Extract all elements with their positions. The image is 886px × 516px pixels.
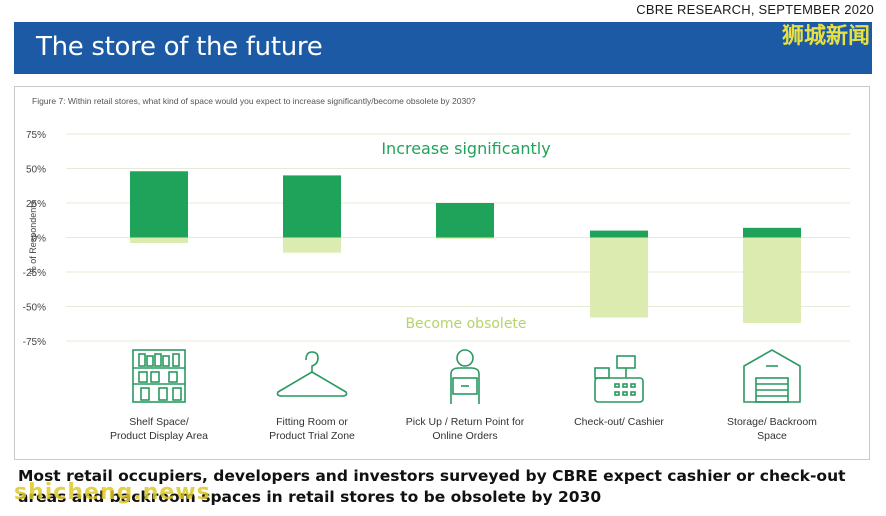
warehouse-icon xyxy=(743,349,801,403)
y-tick-label: -75% xyxy=(23,337,46,348)
bar-increase xyxy=(436,203,494,238)
annotation-obsolete: Become obsolete xyxy=(405,316,526,332)
bar-obsolete xyxy=(743,237,801,324)
bar-obsolete xyxy=(283,237,341,253)
article-caption: Most retail occupiers, developers and in… xyxy=(18,467,846,506)
bar-increase xyxy=(283,175,341,238)
category-label: Pick Up / Return Point for xyxy=(406,416,525,428)
category-label: Shelf Space/ xyxy=(129,416,189,428)
bar-increase xyxy=(743,227,801,238)
bar-increase xyxy=(590,230,648,238)
category-label: Online Orders xyxy=(432,430,497,442)
title-banner: The store of the future xyxy=(14,22,872,74)
watermark-url: shicheng.news xyxy=(14,480,211,505)
bar-increase xyxy=(130,171,188,238)
y-tick-label: -50% xyxy=(23,303,46,314)
figure-frame xyxy=(14,86,870,460)
category-label: Storage/ Backroom xyxy=(727,416,817,428)
y-tick-label: 75% xyxy=(26,130,46,141)
cash-register-icon xyxy=(594,355,644,403)
y-tick-label: 25% xyxy=(26,199,46,210)
delivery-person-icon xyxy=(450,349,480,404)
bar-chart: 75% 50% 25% 0% -25% -50% -75% % of Respondents I… xyxy=(23,130,850,442)
figure-caption: Figure 7: Within retail stores, what kin… xyxy=(32,96,476,106)
source-label: CBRE RESEARCH, SEPTEMBER 2020 xyxy=(636,2,874,17)
category-label: Fitting Room or xyxy=(276,416,348,428)
category-label: Product Display Area xyxy=(110,430,208,442)
bar-obsolete xyxy=(436,237,494,239)
category-label: Product Trial Zone xyxy=(269,430,355,442)
y-axis-label: % of Respondents xyxy=(28,200,38,274)
category-label: Check-out/ Cashier xyxy=(574,416,664,428)
page-title: The store of the future xyxy=(36,32,323,62)
y-tick-label: 50% xyxy=(26,165,46,176)
y-tick-label: 0% xyxy=(32,234,47,245)
watermark-logo: 狮城新闻 xyxy=(781,24,870,49)
annotation-increase: Increase significantly xyxy=(381,139,550,158)
category-label: Space xyxy=(757,430,787,442)
shelf-icon xyxy=(132,349,186,403)
bar-obsolete xyxy=(130,237,188,244)
bar-obsolete xyxy=(590,237,648,318)
y-tick-label: -25% xyxy=(23,268,46,279)
hanger-icon xyxy=(276,351,348,397)
